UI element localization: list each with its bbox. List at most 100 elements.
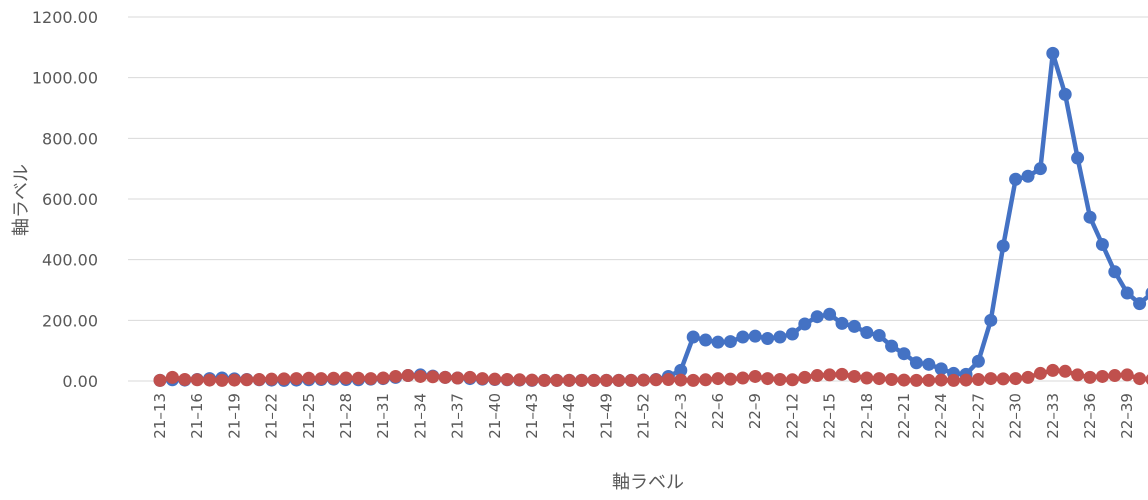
data-point [922,373,936,387]
x-tick-label: 21–52 [635,393,653,439]
data-point [1021,370,1035,384]
data-point [872,372,886,386]
data-point [240,373,254,387]
data-point [1046,46,1060,60]
data-point [1095,238,1109,251]
data-point [959,373,973,387]
data-point [860,371,874,385]
data-point [897,347,911,361]
y-tick-label: 600.00 [42,190,98,209]
data-point [302,371,316,385]
data-point [637,373,651,387]
data-point [835,316,849,330]
data-point [947,373,961,387]
data-point [1058,364,1072,378]
data-point [537,373,551,387]
data-point [1145,287,1148,299]
data-point [736,371,750,385]
data-point [1108,265,1122,279]
data-point [575,373,589,387]
data-point [711,372,725,386]
x-tick-label: 21–31 [374,393,392,439]
data-point [1033,366,1047,380]
data-point [847,319,861,333]
data-point [327,371,341,385]
x-tick-label: 22–36 [1081,393,1099,439]
data-point [500,372,514,386]
gridlines [128,16,1148,321]
data-point [761,332,775,346]
data-point [451,371,465,385]
data-point [376,371,390,385]
y-tick-label: 400.00 [42,251,98,270]
x-tick-label: 22–18 [858,393,876,439]
data-point [996,239,1010,253]
data-point [314,372,328,386]
data-point [550,373,564,387]
data-point [971,372,985,386]
x-tick-label: 22–3 [672,393,690,429]
data-point [860,325,874,339]
y-tick-label: 800.00 [42,129,98,148]
y-axis-ticks: 0.00 200.00 400.00 600.00 800.00 1000.00 1200.… [32,8,98,391]
data-point [922,357,936,371]
data-point [488,372,502,386]
data-point [748,369,762,383]
x-axis-title: 軸ラベル [612,472,684,493]
data-point [823,368,837,382]
data-point [153,373,167,387]
data-point [401,369,415,383]
data-point [364,372,378,386]
data-point [203,373,217,387]
x-tick-label: 22–15 [821,393,839,439]
data-point [339,371,353,385]
data-point [674,363,688,377]
data-point [909,373,923,387]
x-tick-label: 22–6 [709,393,727,429]
x-tick-label: 22–9 [746,393,764,429]
data-point [587,373,601,387]
x-tick-label: 21–22 [263,393,281,439]
data-point [885,372,899,386]
y-tick-label: 200.00 [42,311,98,330]
x-tick-label: 22–33 [1044,393,1062,439]
data-point [1108,369,1122,383]
data-point [1071,151,1085,165]
data-point [798,317,812,331]
data-point [389,369,403,383]
data-point [810,310,824,324]
data-point [674,373,688,387]
x-tick-label: 22–27 [969,393,987,439]
data-point [562,373,576,387]
data-point [265,372,279,386]
y-tick-label: 1200.00 [32,8,98,27]
data-point [513,373,527,387]
data-point [463,370,477,384]
x-tick-label: 21–25 [300,393,318,439]
data-point [785,373,799,387]
data-point [351,371,365,385]
x-tick-label: 22–39 [1118,393,1136,439]
data-point [897,373,911,387]
x-tick-label: 22–12 [783,393,801,439]
data-point [761,372,775,386]
data-point [227,373,241,387]
data-point [699,373,713,387]
data-point [773,372,787,386]
data-point [252,372,266,386]
data-point [277,372,291,386]
data-point [711,335,725,349]
data-point [1145,374,1148,385]
data-point [190,373,204,387]
data-point [1021,169,1035,183]
data-point [1009,372,1023,386]
data-point [1009,172,1023,186]
data-point [1133,297,1147,311]
data-point [612,373,626,387]
y-axis-title: 軸ラベル [11,164,32,236]
data-point [934,362,948,376]
data-point [773,330,787,344]
data-point [847,369,861,383]
data-point [823,307,837,321]
